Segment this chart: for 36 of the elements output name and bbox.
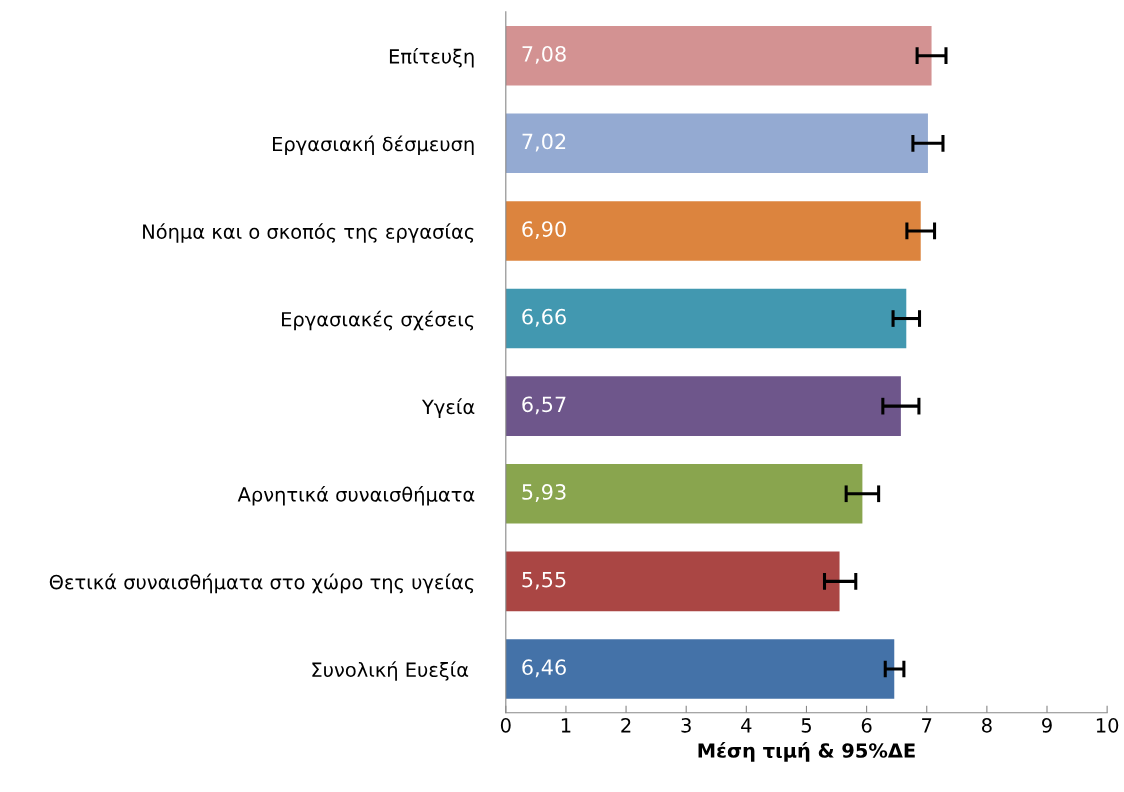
x-tick-label: 7 bbox=[922, 718, 932, 733]
bar bbox=[505, 113, 928, 174]
bar bbox=[505, 463, 863, 524]
x-tick-label: 4 bbox=[741, 718, 752, 733]
bar bbox=[505, 201, 921, 261]
data-label: 6,57 bbox=[522, 396, 566, 415]
y-tick-label: Εργασιακή δέσμευση bbox=[273, 135, 474, 156]
y-tick-label: Αρνητικά συναισθήματα bbox=[237, 485, 475, 506]
x-tick-label: 3 bbox=[681, 718, 691, 733]
bar bbox=[505, 288, 907, 349]
y-tick-label: Νόημα και ο σκοπός της εργασίας bbox=[143, 223, 474, 243]
data-label: 6,90 bbox=[522, 221, 566, 240]
x-tick-label: 1 bbox=[561, 718, 571, 733]
data-label: 6,46 bbox=[522, 659, 566, 678]
x-tick-label: 6 bbox=[861, 718, 872, 733]
x-axis-title: Μέση τιμή & 95%ΔΕ bbox=[698, 742, 915, 762]
x-tick-label: 10 bbox=[1096, 718, 1119, 733]
y-tick-label: Εργασιακές σχέσεις bbox=[282, 310, 474, 331]
y-tick-label: Συνολική Ευεξία bbox=[312, 661, 469, 681]
y-tick-label: Υγεία bbox=[421, 398, 475, 418]
data-label: 5,55 bbox=[522, 571, 566, 590]
bar bbox=[505, 376, 901, 436]
y-tick-label: Θετικά συναισθήματα στο χώρο της υγείας bbox=[49, 573, 474, 594]
data-label: 5,93 bbox=[522, 484, 566, 502]
bar bbox=[505, 25, 932, 86]
data-label: 6,66 bbox=[522, 308, 566, 327]
x-tick-label: 2 bbox=[621, 718, 631, 733]
x-tick-label: 8 bbox=[982, 718, 992, 733]
y-tick-label: Επίτευξη bbox=[389, 47, 474, 68]
bar bbox=[505, 551, 840, 612]
data-label: 7,02 bbox=[522, 133, 566, 152]
x-tick-label: 9 bbox=[1042, 718, 1052, 733]
bar bbox=[505, 639, 895, 699]
x-tick-label: 5 bbox=[801, 718, 811, 733]
data-label: 7,08 bbox=[522, 45, 566, 64]
x-tick-label: 0 bbox=[500, 718, 511, 733]
